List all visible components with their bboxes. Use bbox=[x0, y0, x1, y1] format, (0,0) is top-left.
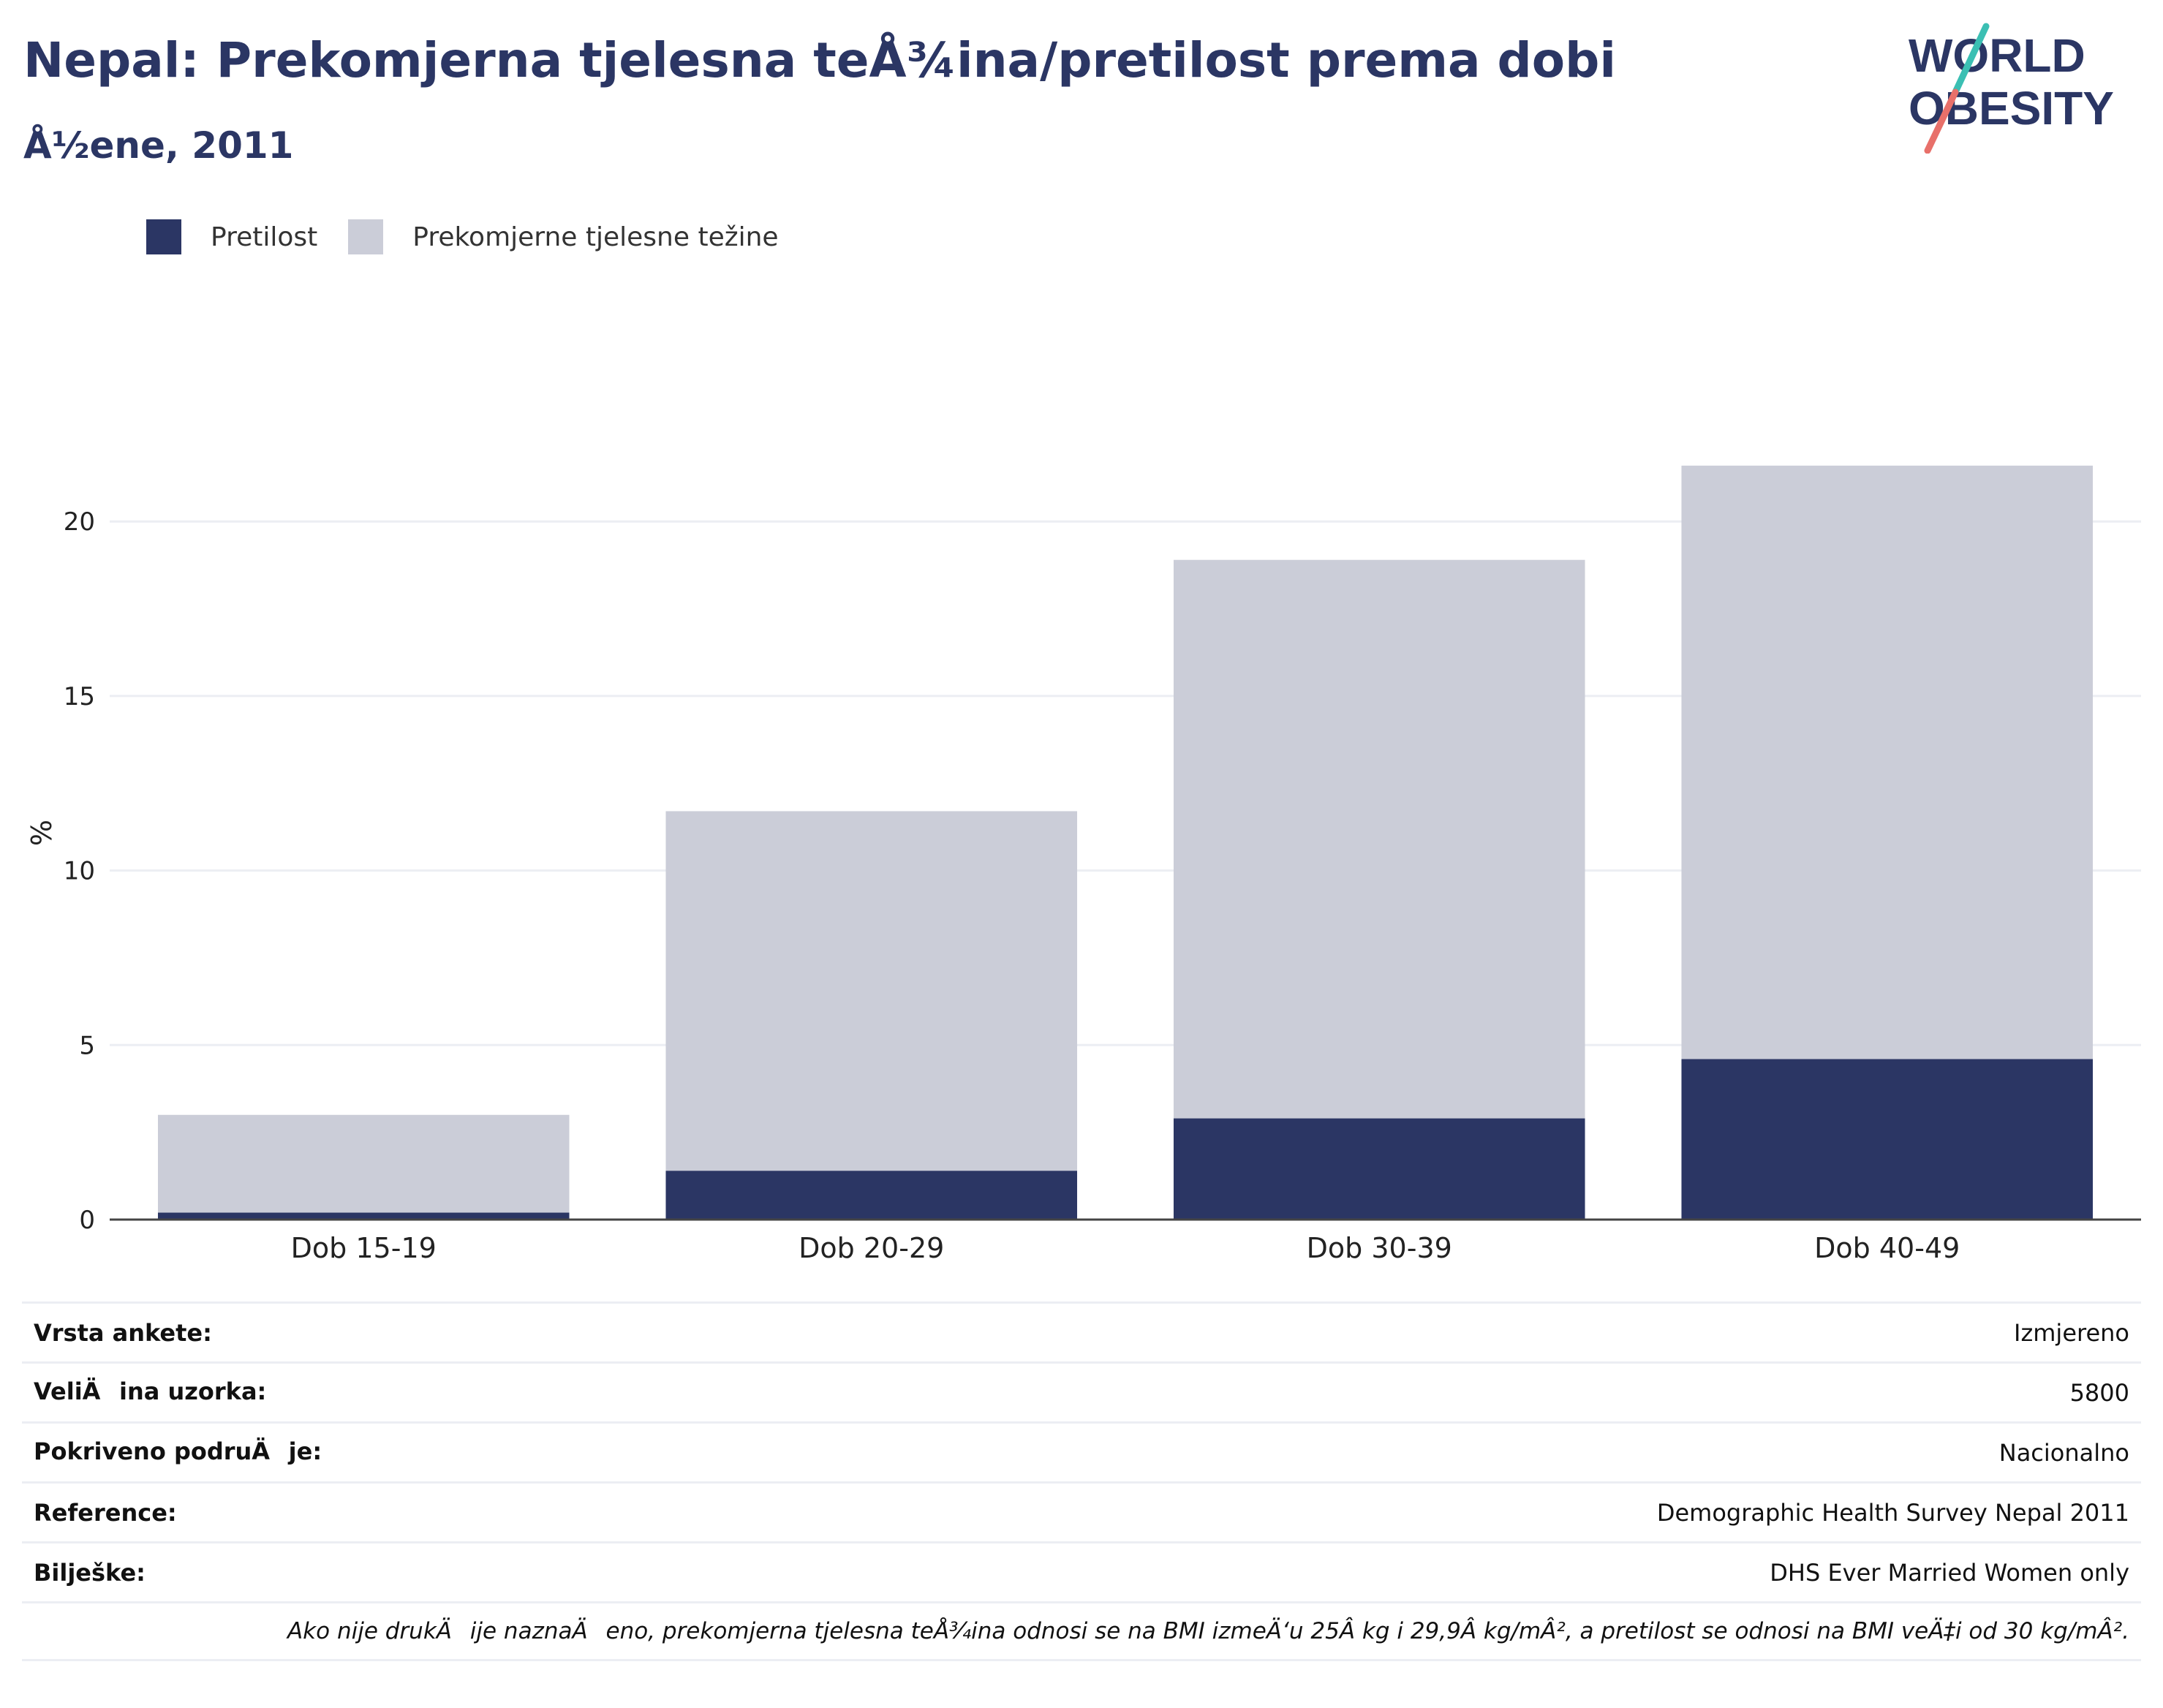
bar-pretilost bbox=[665, 1171, 1078, 1220]
page-title: Nepal: Prekomjerna tjelesna teÅ¾ina/pret… bbox=[23, 32, 1616, 88]
x-tick-label: Dob 40-49 bbox=[1814, 1232, 1960, 1264]
info-value: Demographic Health Survey Nepal 2011 bbox=[1656, 1498, 2129, 1527]
info-value: Izmjereno bbox=[2014, 1318, 2129, 1347]
y-tick-label: 5 bbox=[79, 1031, 95, 1060]
legend-swatch-prekomjerna bbox=[348, 219, 384, 254]
footnote-text: Ako nije drukÄije naznaÄeno, prekomjer… bbox=[287, 1618, 2129, 1644]
bar-pretilost bbox=[1681, 1059, 2094, 1220]
page-subtitle: Å½ene, 2011 bbox=[23, 124, 294, 167]
y-tick-label: 10 bbox=[64, 857, 95, 886]
legend-label-prekomjerna: Prekomjerne tjelesne težine bbox=[412, 222, 779, 252]
info-row-notes: Bilješke: DHS Ever Married Women only bbox=[22, 1541, 2141, 1601]
legend-item-pretilost[interactable]: Pretilost bbox=[146, 219, 317, 254]
x-tick-label: Dob 30-39 bbox=[1307, 1232, 1452, 1264]
y-tick-label: 20 bbox=[64, 507, 95, 537]
legend-swatch-pretilost bbox=[146, 219, 181, 254]
bar-prekomjerna bbox=[157, 1114, 570, 1213]
info-row-survey-type: Vrsta ankete: Izmjereno bbox=[22, 1301, 2141, 1361]
logo-text-world: WORLD bbox=[1909, 29, 2085, 82]
survey-info-table: Vrsta ankete: Izmjereno VeliÄina uzorka… bbox=[22, 1301, 2141, 1661]
info-label: Vrsta ankete: bbox=[34, 1318, 212, 1347]
stacked-bar-chart: 0 5 10 15 20% Dob 15-19 Dob 20-29 Dob 30-39 Dob … bbox=[26, 465, 2141, 1264]
bar-prekomjerna bbox=[665, 811, 1078, 1171]
info-footnote: Ako nije drukÄije naznaÄeno, prekomjer… bbox=[22, 1601, 2141, 1661]
info-value: DHS Ever Married Women only bbox=[1770, 1558, 2129, 1587]
bar-prekomjerna bbox=[1173, 559, 1585, 1119]
x-tick-label: Dob 20-29 bbox=[799, 1232, 944, 1264]
y-tick-label: 0 bbox=[79, 1206, 95, 1235]
info-label: VeliÄina uzorka: bbox=[34, 1378, 267, 1405]
info-row-reference: Reference: Demographic Health Survey Nep… bbox=[22, 1481, 2141, 1541]
logo-slash-teal bbox=[1952, 23, 1990, 96]
info-row-coverage: Pokriveno podruÄje: Nacionalno bbox=[22, 1421, 2141, 1481]
bar-prekomjerna bbox=[1681, 465, 2094, 1059]
x-tick-label: Dob 15-19 bbox=[291, 1232, 437, 1264]
y-axis-title: % bbox=[26, 820, 58, 846]
bar-pretilost bbox=[157, 1212, 570, 1220]
y-tick-label: 15 bbox=[64, 682, 95, 711]
info-value: Nacionalno bbox=[1998, 1438, 2129, 1467]
info-label: Pokriveno podruÄje: bbox=[34, 1437, 322, 1465]
info-label: Bilješke: bbox=[34, 1558, 146, 1587]
legend-label-pretilost: Pretilost bbox=[211, 222, 318, 252]
bar-pretilost bbox=[1173, 1118, 1585, 1220]
info-label: Reference: bbox=[34, 1498, 177, 1527]
logo-slash-coral bbox=[1924, 88, 1959, 154]
legend-item-prekomjerna[interactable]: Prekomjerne tjelesne težine bbox=[348, 219, 779, 254]
info-row-sample-size: VeliÄina uzorka: 5800 bbox=[22, 1361, 2141, 1421]
chart-legend: Pretilost Prekomjerne tjelesne težine bbox=[146, 216, 809, 257]
info-value: 5800 bbox=[2069, 1378, 2129, 1407]
world-obesity-logo: WORLD OBESITY bbox=[1909, 23, 2114, 154]
